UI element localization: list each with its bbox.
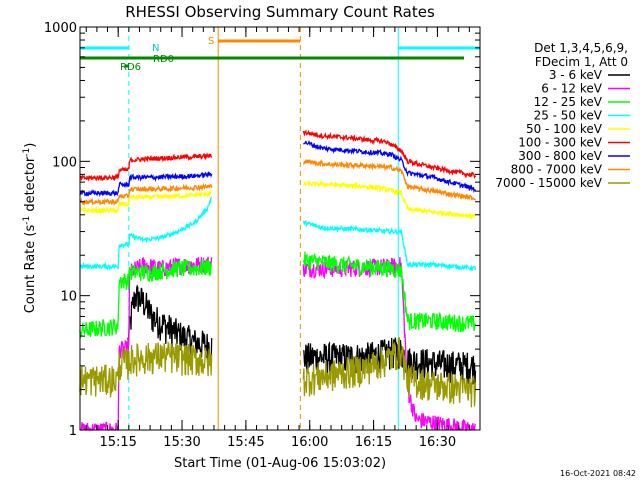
- series-3: [79, 196, 477, 272]
- series-line-0-seg1: [127, 284, 213, 364]
- plot-frame: [79, 26, 481, 431]
- y-axis-label-sup1: -1: [22, 216, 32, 225]
- series-0: [127, 284, 477, 385]
- legend-label-2: 12 - 25 keV: [534, 95, 603, 109]
- rd0-flag-label: RD0: [153, 54, 174, 65]
- x-tick-label-5: 16:30: [419, 435, 456, 450]
- x-tick-label-2: 15:45: [227, 435, 264, 450]
- legend-label-1: 6 - 12 keV: [541, 82, 603, 96]
- chart-title: RHESSI Observing Summary Count Rates: [125, 3, 435, 21]
- series-line-8-seg1: [79, 340, 213, 398]
- legend-label-4: 50 - 100 keV: [526, 122, 603, 136]
- y-tick-label-3: 1000: [44, 21, 77, 36]
- series-line-6-seg1: [79, 171, 213, 198]
- night-flag-label: N: [152, 43, 159, 54]
- y-axis-label-sup2: -1: [22, 148, 32, 157]
- saa-flag-label: S: [208, 36, 214, 47]
- x-tick-label-4: 16:15: [355, 435, 392, 450]
- x-tick-label-3: 16:00: [291, 435, 328, 450]
- series-line-2-seg1: [79, 258, 213, 339]
- series-line-7-seg1: [79, 183, 213, 207]
- x-tick-label-0: 15:15: [99, 435, 136, 450]
- series-line-2-seg2: [302, 251, 477, 333]
- series-line-3-seg2: [302, 219, 477, 272]
- series-line-5-seg2: [302, 129, 477, 180]
- series-line-7-seg2: [303, 158, 477, 201]
- legend-label-0: 3 - 6 keV: [549, 68, 603, 82]
- series-6: [79, 139, 477, 198]
- y-tick-label-0: 1: [69, 424, 77, 439]
- legend-header-line-2: FDecim 1, Att 0: [535, 55, 628, 69]
- x-axis-label: Start Time (01-Aug-06 15:03:02): [174, 456, 386, 471]
- legend-label-7: 800 - 7000 keV: [511, 163, 603, 177]
- series-line-6-seg2: [303, 139, 477, 194]
- series-8: [79, 337, 477, 408]
- series-5: [79, 129, 477, 182]
- y-axis-label-main: Count Rate (s: [23, 225, 38, 314]
- x-tick-label-1: 15:30: [163, 435, 200, 450]
- series-line-4-seg1: [79, 189, 213, 215]
- series-line-3-seg1: [79, 196, 212, 271]
- y-axis-label-mid: detector: [23, 156, 38, 216]
- legend-label-6: 300 - 800 keV: [518, 149, 602, 163]
- y-tick-label-1: 10: [60, 290, 77, 305]
- series-line-4-seg2: [302, 180, 477, 220]
- y-axis-label-end: ): [23, 143, 38, 148]
- series-line-5-seg1: [79, 152, 213, 182]
- timestamp: 16-Oct-2021 08:42: [560, 469, 636, 478]
- series-7: [79, 158, 477, 207]
- series-line-8-seg2: [302, 337, 477, 408]
- legend-label-3: 25 - 50 keV: [534, 109, 603, 123]
- series-2: [79, 251, 477, 339]
- rd6-flag-label: RD6: [120, 62, 141, 73]
- legend-label-5: 100 - 300 keV: [518, 136, 602, 150]
- series-line-0-seg2: [303, 337, 477, 385]
- legend-header-line-1: Det 1,3,4,5,6,9,: [534, 41, 628, 55]
- legend-label-8: 7000 - 15000 keV: [495, 176, 602, 190]
- y-axis-label: Count Rate (s-1 detector-1): [22, 143, 38, 314]
- series-4: [79, 180, 477, 220]
- y-tick-label-2: 100: [52, 155, 77, 170]
